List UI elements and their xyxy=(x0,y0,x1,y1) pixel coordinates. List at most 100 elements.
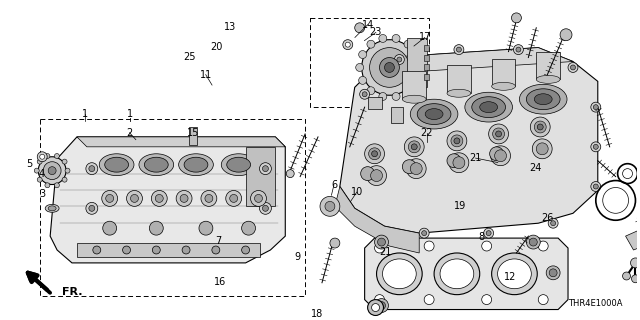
Circle shape xyxy=(372,151,378,157)
Circle shape xyxy=(593,105,598,110)
Text: 1: 1 xyxy=(82,109,88,119)
Polygon shape xyxy=(77,137,285,147)
Bar xyxy=(424,75,429,80)
Circle shape xyxy=(548,218,558,228)
Ellipse shape xyxy=(526,89,560,110)
Ellipse shape xyxy=(472,97,506,117)
Text: FR.: FR. xyxy=(62,287,83,297)
Circle shape xyxy=(593,184,598,189)
Circle shape xyxy=(102,190,118,206)
Circle shape xyxy=(93,246,100,254)
Circle shape xyxy=(379,35,387,43)
Circle shape xyxy=(385,62,394,72)
Circle shape xyxy=(449,153,469,172)
Text: 6: 6 xyxy=(331,180,337,190)
Circle shape xyxy=(482,241,492,251)
Text: 21: 21 xyxy=(469,153,482,163)
Circle shape xyxy=(199,221,213,235)
Circle shape xyxy=(374,299,388,313)
Circle shape xyxy=(44,162,61,180)
Text: 22: 22 xyxy=(420,128,433,138)
Circle shape xyxy=(262,166,268,172)
Ellipse shape xyxy=(139,154,173,176)
Text: 4: 4 xyxy=(39,169,45,179)
Circle shape xyxy=(537,124,543,130)
Circle shape xyxy=(86,202,98,214)
Bar xyxy=(403,71,426,99)
Circle shape xyxy=(550,221,556,226)
Circle shape xyxy=(486,231,491,236)
Circle shape xyxy=(242,246,250,254)
Circle shape xyxy=(358,76,367,84)
Circle shape xyxy=(447,154,461,168)
Ellipse shape xyxy=(48,206,56,211)
Circle shape xyxy=(482,295,492,305)
Circle shape xyxy=(408,141,420,153)
Ellipse shape xyxy=(465,92,513,122)
Text: 2: 2 xyxy=(126,128,132,138)
Circle shape xyxy=(89,205,95,211)
Ellipse shape xyxy=(184,157,208,172)
Circle shape xyxy=(490,147,504,161)
Bar xyxy=(407,38,427,87)
Circle shape xyxy=(370,48,410,87)
Circle shape xyxy=(367,40,375,48)
Circle shape xyxy=(546,266,560,280)
Circle shape xyxy=(491,146,511,166)
Ellipse shape xyxy=(105,157,129,172)
Circle shape xyxy=(526,235,540,249)
Circle shape xyxy=(65,168,70,173)
Text: 1: 1 xyxy=(127,109,132,119)
Ellipse shape xyxy=(492,253,537,295)
Circle shape xyxy=(403,160,416,174)
Circle shape xyxy=(152,246,160,254)
Ellipse shape xyxy=(417,104,451,124)
Polygon shape xyxy=(365,238,568,309)
Circle shape xyxy=(372,304,380,311)
Circle shape xyxy=(45,183,50,188)
Polygon shape xyxy=(340,48,598,233)
Circle shape xyxy=(62,159,67,164)
Circle shape xyxy=(454,45,464,55)
Circle shape xyxy=(489,124,509,144)
Bar xyxy=(424,45,429,51)
Circle shape xyxy=(37,159,42,164)
Circle shape xyxy=(538,295,548,305)
Circle shape xyxy=(532,139,552,159)
Circle shape xyxy=(529,238,537,246)
Circle shape xyxy=(54,183,60,188)
Text: 21: 21 xyxy=(380,247,392,257)
Circle shape xyxy=(419,228,429,238)
Circle shape xyxy=(570,65,575,70)
Circle shape xyxy=(355,23,365,33)
Circle shape xyxy=(493,128,504,140)
Circle shape xyxy=(451,135,463,147)
Circle shape xyxy=(447,131,467,151)
Circle shape xyxy=(40,154,45,159)
Circle shape xyxy=(205,195,213,202)
Circle shape xyxy=(45,154,50,158)
Circle shape xyxy=(362,40,417,95)
Circle shape xyxy=(374,243,385,253)
Bar xyxy=(424,55,429,60)
Text: 20: 20 xyxy=(211,42,223,52)
Circle shape xyxy=(392,92,400,100)
Text: 5: 5 xyxy=(26,159,33,170)
Circle shape xyxy=(456,47,461,52)
Circle shape xyxy=(127,190,143,206)
Bar xyxy=(424,65,429,70)
Text: 19: 19 xyxy=(454,201,466,211)
Circle shape xyxy=(176,190,192,206)
Bar xyxy=(536,52,560,79)
Ellipse shape xyxy=(410,99,458,129)
Text: 14: 14 xyxy=(362,20,374,30)
Text: 13: 13 xyxy=(224,22,236,32)
Circle shape xyxy=(123,246,131,254)
Text: 12: 12 xyxy=(504,272,516,282)
Polygon shape xyxy=(335,187,419,253)
Circle shape xyxy=(378,238,385,246)
Text: 17: 17 xyxy=(419,32,431,43)
Circle shape xyxy=(86,163,98,175)
Ellipse shape xyxy=(99,154,134,176)
Bar xyxy=(392,107,403,123)
